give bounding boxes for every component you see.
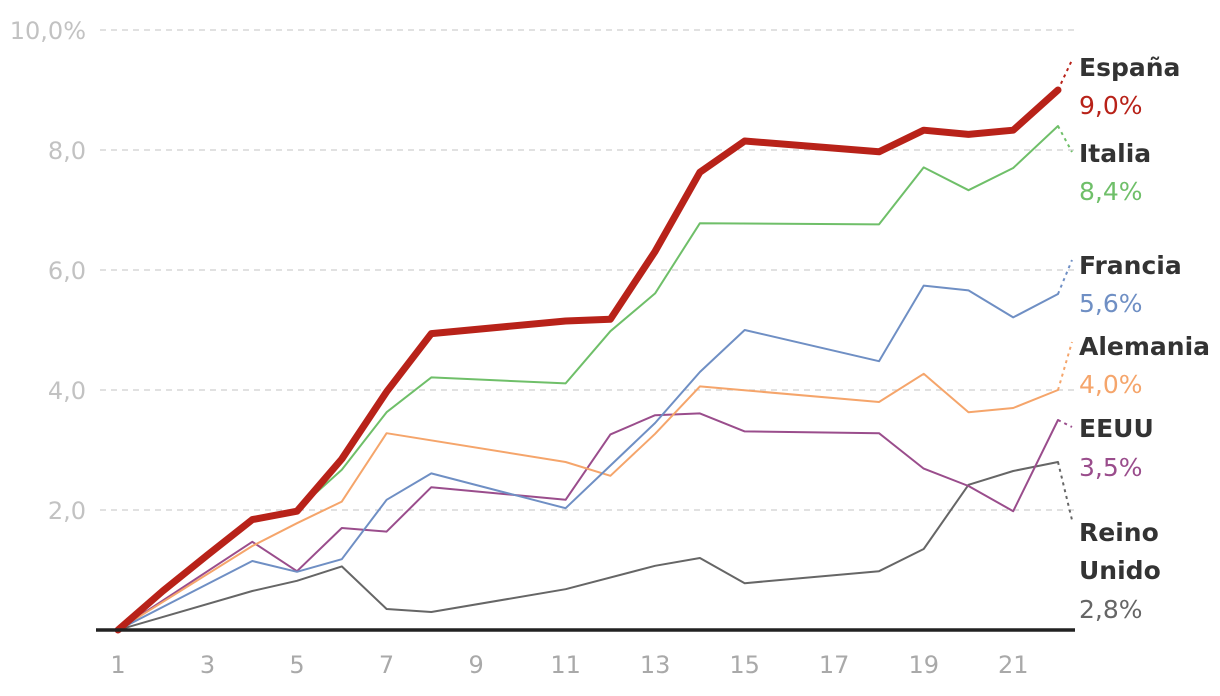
x-tick-label: 1 — [110, 651, 125, 679]
x-tick-label: 3 — [200, 651, 215, 679]
series-name-label: Italia — [1079, 139, 1151, 168]
y-tick-label: 10,0% — [10, 17, 86, 45]
series-value-label: 8,4% — [1079, 177, 1143, 206]
x-tick-label: 11 — [550, 651, 581, 679]
series-name-label: Unido — [1079, 556, 1161, 585]
series-value-label: 5,6% — [1079, 289, 1143, 318]
x-tick-label: 13 — [640, 651, 671, 679]
series-line-alemania — [117, 372, 1059, 631]
y-axis-tick-labels: 2,0 4,0 6,0 8,0 10,0% — [10, 17, 86, 525]
y-tick-label: 2,0 — [48, 497, 86, 525]
series-value-label: 4,0% — [1079, 370, 1143, 399]
series-name-label: Francia — [1079, 251, 1182, 280]
series-end-labels: Reino Unido 2,8% EEUU 3,5% Alemania 4,0% Franci… — [1057, 53, 1210, 624]
x-tick-label: 17 — [819, 651, 850, 679]
x-tick-label: 15 — [729, 651, 760, 679]
label-connector — [1057, 419, 1073, 428]
label-connector — [1057, 125, 1073, 153]
series-line-espana — [114, 86, 1062, 634]
series-value-label: 3,5% — [1079, 453, 1143, 482]
x-tick-label: 5 — [289, 651, 304, 679]
x-axis-tick-labels: 1 3 5 7 9 11 13 15 17 19 21 — [110, 651, 1028, 679]
series-value-label: 9,0% — [1079, 91, 1143, 120]
label-connector — [1057, 259, 1073, 295]
series-name-label: España — [1079, 53, 1180, 82]
y-tick-label: 4,0 — [48, 377, 86, 405]
series-lines — [114, 86, 1062, 634]
y-tick-label: 8,0 — [48, 137, 86, 165]
x-tick-label: 9 — [468, 651, 483, 679]
label-connector — [1057, 59, 1073, 91]
x-tick-label: 19 — [908, 651, 939, 679]
series-line-eeuu — [117, 412, 1059, 631]
series-name-label: EEUU — [1079, 414, 1154, 443]
series-name-label: Alemania — [1079, 332, 1210, 361]
x-tick-label: 7 — [379, 651, 394, 679]
label-connector — [1057, 461, 1073, 521]
label-connector — [1057, 341, 1073, 391]
gridlines — [100, 29, 1078, 511]
y-tick-label: 6,0 — [48, 257, 86, 285]
series-line-francia — [117, 284, 1059, 631]
series-name-label: Reino — [1079, 518, 1159, 547]
x-tick-label: 21 — [998, 651, 1029, 679]
series-value-label: 2,8% — [1079, 595, 1143, 624]
series-line-reino-unido — [117, 461, 1059, 631]
